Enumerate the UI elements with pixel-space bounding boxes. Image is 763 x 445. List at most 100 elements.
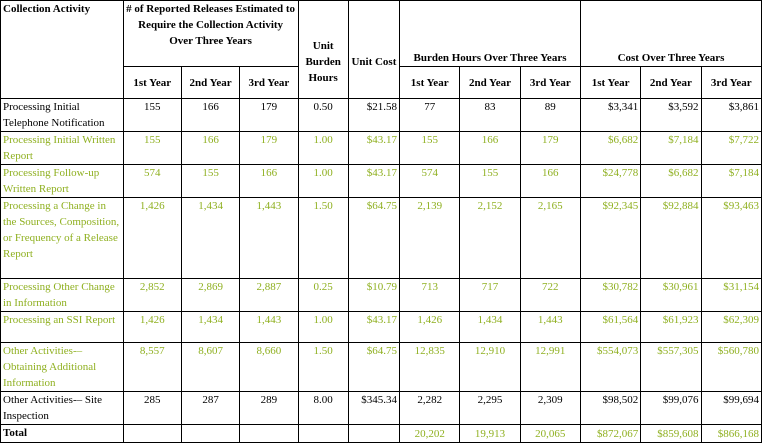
burden-year-3: 166 [519,164,581,198]
unit-cost: $10.79 [347,278,401,312]
header-unit-burden: Unit Burden Hours [297,0,349,99]
releases-year-3: 289 [239,391,299,425]
burden-year-2: 12,910 [459,342,521,392]
header-cost-group: Cost Over Three Years [579,0,763,67]
cost-year-2: $61,923 [640,311,702,343]
releases-year-2: 155 [180,164,241,198]
releases-year-2: 8,607 [180,342,241,392]
table-row: Processing Other Change in Information 2,… [0,278,763,312]
releases-year-3: 179 [239,98,299,132]
burden-year-1: 155 [399,131,461,165]
burden-year-2: 155 [459,164,521,198]
unit-burden-hours: 1.50 [297,342,349,392]
burden-year-1: 1,426 [399,311,461,343]
cost-year-1: $92,345 [579,197,642,279]
header-unit-cost: Unit Cost [347,0,401,99]
cost-year-1: $554,073 [579,342,642,392]
unit-cost: $43.17 [347,164,401,198]
total-burden-year-3: 20,065 [519,424,581,443]
activity-cell: Other Activities-– Site Inspection [0,391,124,425]
total-burden-year-2: 19,913 [459,424,521,443]
total-burden-year-1: 20,202 [399,424,461,443]
header-burden-group: Burden Hours Over Three Years [399,0,581,67]
unit-burden-hours: 1.00 [297,131,349,165]
burden-year-2: 2,295 [459,391,521,425]
unit-burden-hours: 1.00 [297,311,349,343]
burden-year-1: 12,835 [399,342,461,392]
burden-year-3: 2,309 [519,391,581,425]
releases-year-3: 1,443 [239,197,299,279]
burden-year-1: 574 [399,164,461,198]
activity-cell: Processing Other Change in Information [0,278,124,312]
total-empty-cell [297,424,349,443]
cost-year-1: $6,682 [579,131,642,165]
unit-cost: $21.58 [347,98,401,132]
header-release-year-1: 1st Year [122,66,182,99]
cost-year-3: $7,722 [700,131,763,165]
total-cost-year-3: $866,168 [700,424,763,443]
releases-year-1: 155 [122,98,182,132]
cost-year-2: $99,076 [640,391,702,425]
header-release-year-3: 3rd Year [239,66,299,99]
table-row: Processing Initial Telephone Notificatio… [0,98,763,132]
total-cost-year-2: $859,608 [640,424,702,443]
unit-cost: $64.75 [347,197,401,279]
table-body: Processing Initial Telephone Notificatio… [0,98,763,425]
cost-year-1: $98,502 [579,391,642,425]
unit-burden-hours: 8.00 [297,391,349,425]
cost-year-3: $93,463 [700,197,763,279]
releases-year-2: 166 [180,131,241,165]
cost-year-2: $6,682 [640,164,702,198]
header-burden-year-2: 2nd Year [459,66,521,99]
burden-year-1: 2,139 [399,197,461,279]
cost-year-3: $560,780 [700,342,763,392]
activity-cell: Other Activities-–Obtaining Additional I… [0,342,124,392]
table-row: Processing Initial Written Report 155 166 1… [0,131,763,165]
header-release-year-2: 2nd Year [180,66,241,99]
cost-year-1: $24,778 [579,164,642,198]
total-empty-cell [122,424,182,443]
releases-year-2: 1,434 [180,311,241,343]
header-cost-year-2: 2nd Year [640,66,702,99]
unit-cost: $345.34 [347,391,401,425]
unit-burden-hours: 1.00 [297,164,349,198]
table-row: Processing an SSI Report 1,426 1,434 1,443 1… [0,311,763,343]
releases-year-1: 8,557 [122,342,182,392]
header-cost-year-1: 1st Year [579,66,642,99]
burden-year-1: 77 [399,98,461,132]
releases-year-2: 166 [180,98,241,132]
burden-year-2: 83 [459,98,521,132]
table-row: Processing a Change in the Sources, Comp… [0,197,763,279]
releases-year-2: 287 [180,391,241,425]
burden-year-3: 89 [519,98,581,132]
releases-year-2: 1,434 [180,197,241,279]
releases-year-3: 1,443 [239,311,299,343]
cost-year-1: $61,564 [579,311,642,343]
total-cost-year-1: $872,067 [579,424,642,443]
activity-cell: Processing an SSI Report [0,311,124,343]
table-row: Other Activities-–Obtaining Additional I… [0,342,763,392]
releases-year-3: 8,660 [239,342,299,392]
unit-cost: $43.17 [347,131,401,165]
cost-year-1: $3,341 [579,98,642,132]
unit-burden-hours: 0.50 [297,98,349,132]
cost-year-2: $92,884 [640,197,702,279]
burden-year-3: 1,443 [519,311,581,343]
releases-year-3: 2,887 [239,278,299,312]
activity-cell: Processing a Change in the Sources, Comp… [0,197,124,279]
table-row: Processing Follow-up Written Report 574 15… [0,164,763,198]
releases-year-1: 574 [122,164,182,198]
activity-cell: Processing Initial Written Report [0,131,124,165]
total-empty-cell [347,424,401,443]
total-empty-cell [180,424,241,443]
releases-year-3: 179 [239,131,299,165]
total-label: Total [0,424,124,443]
cost-year-2: $7,184 [640,131,702,165]
burden-year-2: 1,434 [459,311,521,343]
unit-burden-hours: 1.50 [297,197,349,279]
header-cost-year-3: 3rd Year [700,66,763,99]
cost-year-3: $7,184 [700,164,763,198]
releases-year-2: 2,869 [180,278,241,312]
cost-year-3: $3,861 [700,98,763,132]
burden-year-3: 2,165 [519,197,581,279]
